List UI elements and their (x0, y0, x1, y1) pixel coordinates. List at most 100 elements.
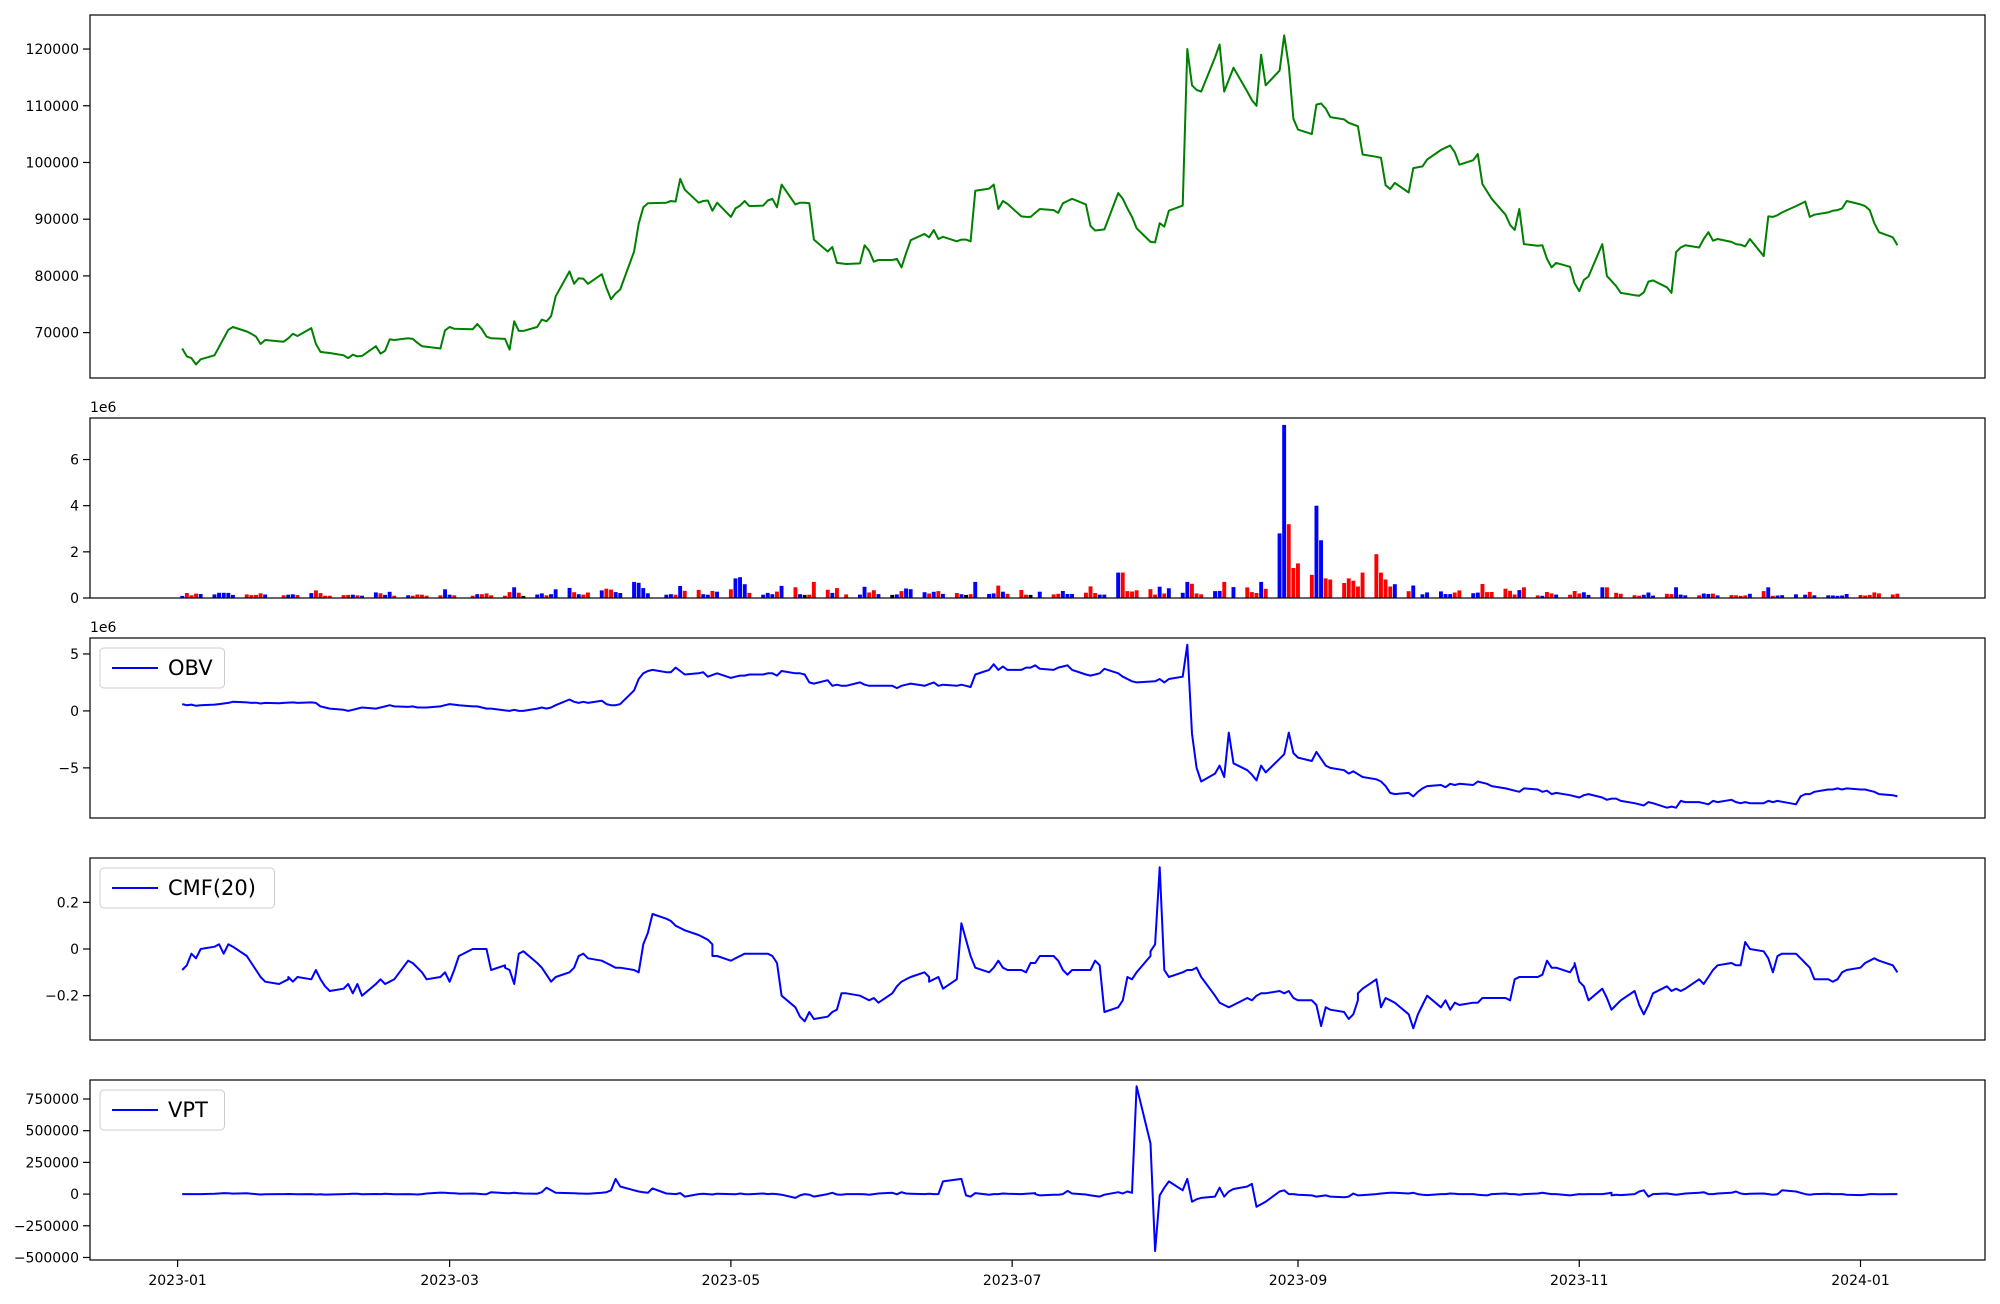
volume-bar (1360, 572, 1365, 598)
volume-bar (309, 593, 314, 598)
volume-bar (1231, 587, 1236, 598)
volume-y-tick-label: 0 (70, 591, 79, 607)
volume-bar (811, 581, 816, 598)
volume-bar (830, 592, 835, 598)
volume-bar (765, 592, 770, 598)
volume-bar (1388, 586, 1393, 598)
volume-bar (1706, 594, 1711, 598)
x-tick-label: 2023-11 (1550, 1273, 1609, 1289)
volume-bar (1130, 591, 1134, 598)
volume-bar (1097, 594, 1102, 598)
volume-bar (1309, 574, 1314, 598)
volume-bar (991, 593, 996, 598)
volume-bar (1646, 592, 1651, 598)
volume-bar (1475, 592, 1480, 598)
volume-bar (350, 594, 355, 598)
volume-bar (544, 595, 549, 598)
volume-bar (613, 592, 618, 598)
volume-bar (1743, 595, 1748, 598)
volume-bar (1858, 595, 1863, 598)
volume-bar (954, 593, 959, 598)
volume-bar (1678, 594, 1683, 598)
volume-bar (410, 595, 415, 598)
volume-bar (1830, 595, 1835, 598)
volume-bar (669, 594, 673, 598)
volume-bar (733, 578, 738, 598)
volume-bar (959, 594, 964, 598)
volume-bar (696, 589, 701, 598)
vpt-y-tick-label: 750000 (26, 1092, 79, 1108)
volume-bar (1711, 593, 1715, 598)
volume-bar (420, 594, 424, 598)
volume-bar (452, 595, 457, 598)
panel-price: 70000 80000 90000 100000 110000 120000 (26, 14, 1986, 379)
volume-bar (1489, 592, 1494, 598)
volume-bar (586, 592, 590, 598)
volume-bar (1641, 594, 1646, 598)
volume-bar (378, 593, 383, 598)
volume-bar (217, 592, 221, 598)
volume-bar (1545, 592, 1549, 598)
volume-bar (516, 592, 521, 598)
volume-bar (1729, 595, 1734, 598)
volume-bar (1222, 581, 1227, 598)
volume-bar (443, 589, 447, 598)
price-y-tick-label: 80000 (34, 269, 79, 285)
volume-bar (1153, 594, 1157, 598)
volume-bar (1263, 588, 1268, 598)
volume-bar (1554, 594, 1559, 598)
volume-bar (922, 592, 927, 598)
volume-bar (1323, 578, 1328, 598)
volume-bar (1669, 594, 1674, 598)
volume-bar (798, 594, 802, 598)
volume-plot-area (180, 424, 1900, 598)
volume-bar (1024, 594, 1028, 598)
volume-bar (1162, 593, 1167, 598)
volume-bar (1443, 594, 1448, 598)
volume-bar (1568, 594, 1572, 598)
volume-bar (1157, 586, 1162, 598)
volume-bar (198, 594, 203, 598)
volume-bar (618, 593, 623, 598)
price-plot-area (181, 34, 1899, 366)
volume-bar (1807, 591, 1812, 598)
volume-bar (1194, 593, 1199, 598)
x-tick-label: 2023-07 (983, 1273, 1042, 1289)
volume-bar (968, 594, 973, 598)
volume-bar (470, 595, 475, 598)
volume-bar (1738, 595, 1743, 598)
volume-bar (1540, 595, 1545, 598)
price-y-tick-label: 100000 (26, 155, 79, 171)
volume-bar (604, 588, 609, 598)
volume-bar (503, 595, 507, 598)
volume-bar (1508, 590, 1512, 598)
volume-bar (1291, 568, 1296, 598)
vpt-legend: VPT (99, 1089, 225, 1131)
volume-bar (941, 593, 945, 598)
volume-bar (1065, 594, 1070, 598)
volume-bar (258, 593, 263, 598)
volume-bar (1060, 591, 1065, 598)
obv-series-line (181, 643, 1898, 809)
volume-bar (678, 586, 683, 598)
volume-bar (244, 594, 249, 598)
volume-bar (1577, 593, 1582, 598)
volume-bar (1872, 592, 1877, 598)
volume-bar (1342, 583, 1347, 598)
volume-bar (346, 594, 351, 598)
volume-bar (1812, 595, 1817, 598)
volume-bar (1637, 595, 1642, 598)
volume-bar (1383, 579, 1388, 598)
price-y-tick-label: 110000 (26, 99, 79, 115)
volume-bar (1319, 540, 1323, 598)
volume-bar (323, 595, 328, 598)
volume-bar (475, 594, 480, 598)
volume-bar (899, 591, 904, 598)
volume-bar (904, 588, 908, 598)
volume-bar (567, 587, 572, 598)
volume-bar (1406, 591, 1411, 598)
volume-bar (1093, 593, 1098, 598)
volume-bar (1116, 572, 1121, 598)
panel-obv: −5 0 5 1e6 OBV (58, 620, 1986, 819)
volume-y-tick-label: 2 (70, 545, 79, 561)
